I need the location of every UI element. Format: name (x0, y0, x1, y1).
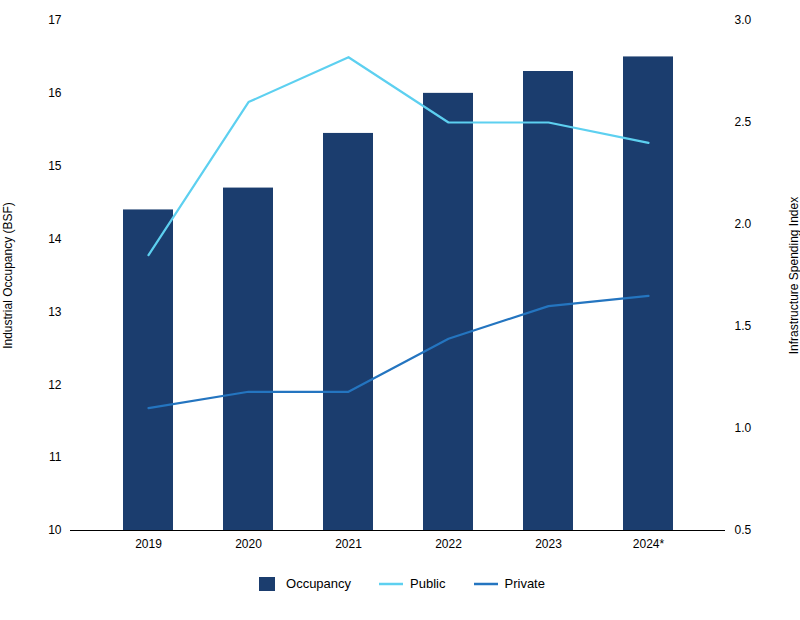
svg-text:2023: 2023 (535, 537, 562, 551)
svg-text:Industrial Occupancy (BSF): Industrial Occupancy (BSF) (1, 202, 15, 349)
svg-text:1.0: 1.0 (735, 421, 752, 435)
svg-text:13: 13 (48, 305, 62, 319)
svg-text:11: 11 (49, 450, 62, 464)
svg-text:10: 10 (48, 523, 62, 537)
svg-text:0.5: 0.5 (735, 523, 752, 537)
svg-text:2020: 2020 (235, 537, 262, 551)
svg-text:16: 16 (48, 86, 62, 100)
html-text:Private: Private (504, 576, 545, 591)
svg-text:2024*: 2024* (633, 537, 665, 551)
svg-text:2022: 2022 (435, 537, 462, 551)
svg-text:14: 14 (48, 232, 62, 246)
svg-text:1.5: 1.5 (735, 319, 752, 333)
svg-text:3.0: 3.0 (735, 13, 752, 27)
html-text:Occupancy: Occupancy (286, 576, 352, 591)
svg-text:2.5: 2.5 (735, 115, 752, 129)
svg-text:2021: 2021 (335, 537, 362, 551)
svg-text:12: 12 (48, 378, 62, 392)
svg-text:15: 15 (48, 159, 62, 173)
svg-text:2019: 2019 (135, 537, 162, 551)
html-text:Public: Public (410, 576, 446, 591)
svg-text:2.0: 2.0 (735, 217, 752, 231)
svg-text:Infrastructure Spending Index: Infrastructure Spending Index (787, 197, 800, 354)
svg-text:17: 17 (48, 13, 62, 27)
